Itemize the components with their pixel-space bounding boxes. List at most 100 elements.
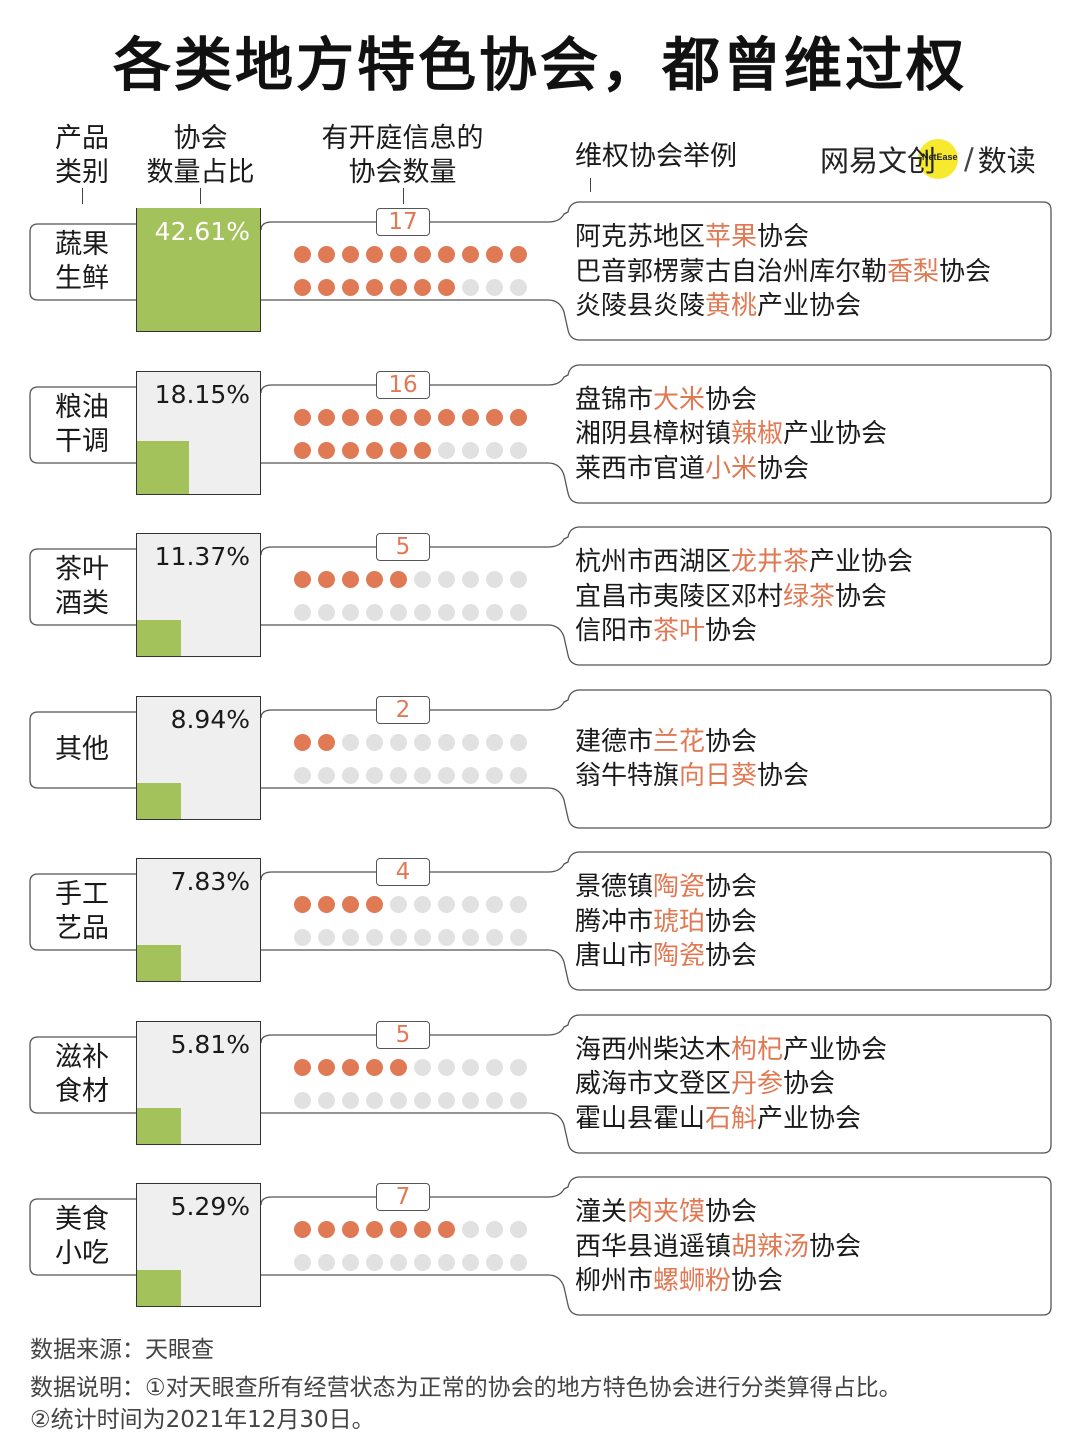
court-dot-empty [486,896,503,913]
court-dot-filled [486,246,503,263]
court-dot-empty [486,604,503,621]
court-dot-empty [318,1254,335,1271]
category-row: 粮油 干调 18.15% 16 盘锦市大米协会 湘阴县樟树镇辣椒产业协会 莱西市官道小米协会 [0,363,1080,505]
category-row: 蔬果 生鲜 42.61% 17 阿克苏地区苹果协会 巴音郭楞蒙古自治州库尔勒香梨协会 炎陵县… [0,200,1080,342]
row-outline-path [29,851,1052,991]
court-dot-filled [318,279,335,296]
example-prefix: 霍山县霍山 [575,1103,706,1134]
example-suffix: 协会 [705,616,758,646]
example-prefix: 炎陵县炎陵 [575,291,706,321]
court-dot-empty [366,1091,383,1109]
court-dot-filled [366,1221,383,1238]
example-item: 腾冲市琥珀协会 [575,905,1045,940]
share-bar-box: 11.37% [136,533,261,657]
court-dot-filled [390,571,407,588]
court-dot-filled [414,1221,431,1238]
header-tick [590,178,591,192]
court-dot-filled [438,279,455,296]
example-product: 陶瓷 [653,872,706,902]
category-row: 美食 小吃 5.29% 7 潼关肉夹馍协会 西华县逍遥镇胡辣汤协会 柳州市螺蛳粉协会 [0,1175,1080,1317]
brand-logo: 网易文创 NetEase / 数读 [820,138,1036,179]
court-dot-filled [390,408,407,426]
example-product: 大米 [653,384,706,415]
example-prefix: 威海市文登区 [575,1069,732,1099]
category-row: 茶叶 酒类 11.37% 5 杭州市西湖区龙井茶产业协会 宜昌市夷陵区邓村绿茶协会 信阳市茶… [0,525,1080,667]
court-dot-empty [390,1254,407,1271]
example-prefix: 柳州市 [575,1266,654,1296]
court-dot-empty [342,766,359,784]
court-dot-filled [390,1058,407,1076]
court-dot-empty [486,441,503,459]
example-item: 炎陵县炎陵黄桃产业协会 [575,289,1045,324]
share-bar-box: 8.94% [136,695,261,820]
court-dot-empty [342,1091,359,1109]
example-list: 海西州柴达木枸杞产业协会 威海市文登区丹参协会 霍山县霍山石斛产业协会 [575,1033,1045,1137]
court-dot-empty [510,896,527,913]
court-count-badge: 4 [376,858,430,886]
data-description-note: 数据说明：①对天眼查所有经营状态为正常的协会的地方特色协会进行分类算得占比。 [30,1375,902,1401]
category-label-line: 干调 [55,425,109,457]
court-dot-empty [438,1091,455,1109]
logo-left-text: 网易文创 [820,144,937,178]
category-label-line: 茶叶 [55,554,109,585]
row-outline [29,688,1052,829]
category-row: 其他 8.94% 2 建德市兰花协会 翁牛特旗向日葵协会 [0,688,1080,830]
example-list: 阿克苏地区苹果协会 巴音郭楞蒙古自治州库尔勒香梨协会 炎陵县炎陵黄桃产业协会 [575,220,1045,324]
category-label-line: 艺品 [55,913,109,944]
court-dot-empty [294,1091,311,1109]
court-count-badge: 2 [376,695,430,724]
example-product: 螺蛳粉 [653,1266,732,1296]
logo-right-text: 数读 [977,144,1036,178]
header-category-line1: 产品 [55,123,109,154]
court-dot-empty [414,604,431,621]
header-examples: 维权协会举例 [575,141,737,172]
court-dot-empty [390,604,407,621]
share-value-label: 18.15% [154,379,250,409]
court-dot-filled [294,279,311,296]
example-item: 柳州市螺蛳粉协会 [575,1264,1045,1299]
court-dot-filled [318,571,335,588]
court-dot-filled [414,441,431,459]
court-dot-empty [486,279,503,296]
court-dot-empty [366,766,383,784]
court-dot-empty [294,1254,311,1271]
court-dot-filled [414,279,431,296]
court-dot-empty [366,1254,383,1271]
court-dot-empty [510,733,527,751]
court-dot-empty [318,766,335,784]
example-product: 丹参 [731,1069,784,1099]
court-dot-filled [390,441,407,459]
category-label-line: 美食 [55,1204,109,1235]
header-court-line1: 有开庭信息的 [321,123,484,154]
court-dot-empty [438,929,455,946]
example-item: 潼关肉夹馍协会 [575,1195,1045,1230]
header-tick [200,188,201,204]
example-prefix: 阿克苏地区 [575,222,706,252]
share-bar-fill [137,945,181,981]
row-outline [29,363,1052,504]
court-dot-filled [342,408,359,426]
share-value-label: 7.83% [170,867,250,896]
court-dot-empty [462,929,479,946]
example-item: 霍山县霍山石斛产业协会 [575,1102,1045,1137]
court-dot-filled [342,1221,359,1238]
example-suffix: 协会 [835,581,888,612]
court-dot-empty [486,766,503,784]
example-prefix: 杭州市西湖区 [575,547,732,577]
court-dot-filled [438,246,455,263]
court-dot-filled [318,441,335,459]
court-dot-empty [342,733,359,751]
court-dot-empty [318,1091,335,1109]
court-dot-filled [366,279,383,296]
example-product: 肉夹馍 [627,1197,706,1227]
example-prefix: 湘阴县樟树镇 [575,419,732,449]
example-item: 西华县逍遥镇胡辣汤协会 [575,1230,1045,1265]
category-label: 粮油 干调 [30,391,134,459]
example-item: 信阳市茶叶协会 [575,614,1045,649]
share-bar-fill [137,1270,181,1306]
court-dot-empty [414,766,431,784]
header-court-line2: 协会数量 [348,157,457,188]
example-list: 建德市兰花协会 翁牛特旗向日葵协会 [575,725,1045,794]
share-bar-box: 42.61% [136,208,261,332]
example-prefix: 西华县逍遥镇 [575,1231,732,1262]
